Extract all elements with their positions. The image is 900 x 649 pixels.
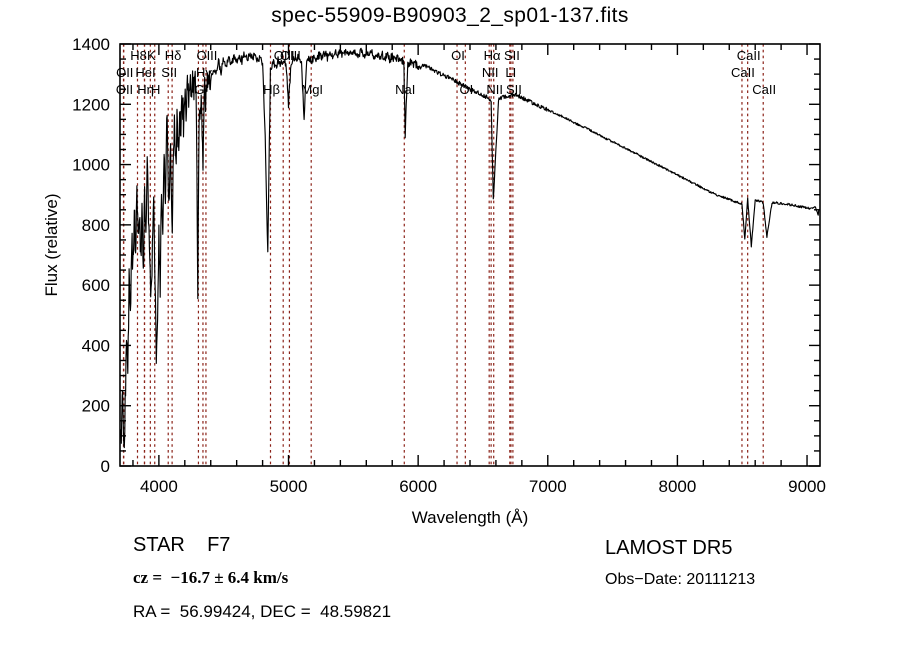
redshift-velocity: cz = −16.7 ± 6.4 km/s (133, 568, 289, 587)
y-tick-label: 400 (82, 336, 110, 355)
y-tick-label: 0 (101, 457, 110, 476)
y-tick-label: 800 (82, 216, 110, 235)
spectral-line-label: Hδ (165, 48, 182, 63)
spectral-line-label: K (147, 48, 156, 63)
spectral-line-label: OI (459, 82, 473, 97)
spectral-line-label: OII (116, 82, 133, 97)
spectral-line-label: NaI (395, 82, 415, 97)
object-class-and-type: STAR F7 (133, 534, 230, 557)
spectral-line-label: NII (482, 65, 499, 80)
spectral-line-label: Hα (484, 48, 501, 63)
survey-name: LAMOST DR5 (605, 537, 733, 559)
observation-date: Obs−Date: 20111213 (605, 571, 756, 588)
spectral-line-label: CaII (752, 82, 776, 97)
spectral-line-label: Hη (137, 82, 154, 97)
y-tick-label: 200 (82, 397, 110, 416)
spectral-line-label: CaII (737, 48, 761, 63)
spectral-line-label: NII (486, 82, 503, 97)
x-tick-label: 9000 (788, 477, 826, 496)
spectral-line-label: OIII (274, 48, 295, 63)
spectral-line-label: OII (116, 65, 133, 80)
x-tick-label: 6000 (399, 477, 437, 496)
y-tick-label: 1200 (72, 95, 110, 114)
spectral-line-label: LI (505, 65, 516, 80)
x-tick-label: 5000 (270, 477, 308, 496)
spectral-line-label: H (151, 82, 160, 97)
object-class: STAR (133, 534, 185, 556)
spectral-line-label: OIII (280, 48, 301, 63)
y-axis-label: Flux (relative) (42, 193, 61, 297)
spectral-line-label: G (194, 82, 204, 97)
spectrum-trace (119, 47, 820, 449)
spectral-line-labels: OIIOIIH8HeIHηKHSIIHδGHγOIIIHβOIIIOIIIMgI… (116, 48, 776, 97)
spectral-line-label: H8 (130, 48, 147, 63)
x-axis-label: Wavelength (Å) (411, 508, 529, 527)
spectral-line-label: OIII (196, 48, 217, 63)
spectral-line-label: Hγ (196, 65, 212, 80)
y-tick-label: 600 (82, 276, 110, 295)
page-title: spec-55909-B90903_2_sp01-137.fits (271, 4, 629, 27)
spectral-line-label: SII (161, 65, 177, 80)
x-tick-label: 7000 (529, 477, 567, 496)
spectral-line-label: SII (506, 82, 522, 97)
plot-frame (119, 43, 821, 467)
spectral-line-label: SII (504, 48, 520, 63)
spectral-line-markers (122, 44, 764, 466)
spectral-type: F7 (207, 534, 231, 556)
spectral-line-label: Hβ (263, 82, 280, 97)
x-tick-label: 4000 (140, 477, 178, 496)
x-tick-label: 8000 (658, 477, 696, 496)
spectral-line-label: HeI (135, 65, 155, 80)
spectral-line-label: OI (451, 48, 465, 63)
y-tick-label: 1400 (72, 35, 110, 54)
spectral-line-label: CaII (731, 65, 755, 80)
y-tick-label: 1000 (72, 156, 110, 175)
axis-tick-labels: 4000 5000 6000 7000 8000 9000 0 200 400 600 800 100… (72, 35, 826, 496)
axis-ticks (120, 43, 820, 467)
spectral-line-label: MgI (301, 82, 323, 97)
coordinates: RA = 56.99424, DEC = 48.59821 (133, 602, 392, 621)
